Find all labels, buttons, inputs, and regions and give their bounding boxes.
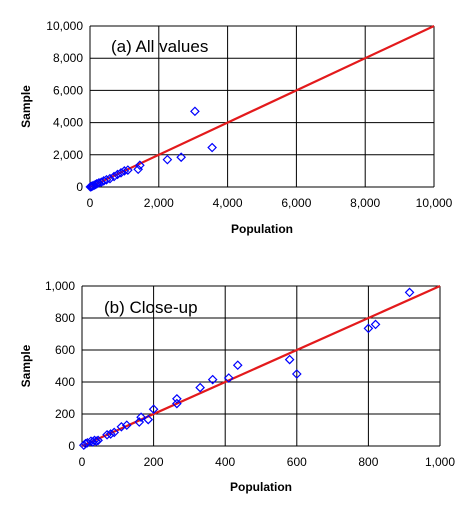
data-point (232, 360, 243, 371)
data-point (172, 393, 182, 404)
y-tick-label: 10,000 (46, 19, 83, 33)
data-point (136, 412, 146, 423)
x-tick-label: 6,000 (281, 196, 311, 210)
x-tick-label: 1,000 (425, 455, 455, 469)
data-point (89, 435, 100, 446)
data-point (284, 354, 295, 365)
x-axis-label-a: Population (231, 222, 293, 236)
data-point (207, 374, 218, 385)
data-point (94, 177, 104, 188)
chart-panel-all-values: (a) All values 0 2,000 4,000 6,000 8,000 10,0… (19, 19, 453, 236)
x-tick-label: 400 (215, 455, 235, 469)
y-tick-label: 1,000 (45, 279, 75, 293)
data-point (176, 152, 187, 163)
y-tick-label: 4,000 (53, 116, 83, 130)
x-tick-label: 800 (358, 455, 378, 469)
gridlines-a (89, 25, 435, 188)
diagonal-line-b (81, 284, 441, 448)
data-point (102, 429, 112, 440)
data-point (105, 429, 116, 439)
data-point (207, 142, 217, 153)
data-point (109, 427, 120, 438)
data-point (162, 154, 173, 165)
data-point (363, 323, 374, 334)
data-point (121, 420, 132, 431)
data-point (135, 160, 145, 171)
y-tick-label: 8,000 (53, 51, 83, 65)
y-tick-label: 6,000 (53, 83, 83, 97)
data-point (143, 414, 154, 425)
chart-panel-close-up: (b) Close-up 0 200 400 600 800 1,000 0 200 400 6… (19, 279, 455, 494)
data-point (93, 435, 103, 446)
x-tick-labels-b: 0 200 400 600 800 1,000 (79, 455, 456, 469)
y-tick-label: 800 (55, 311, 75, 325)
data-point (291, 369, 302, 379)
y-axis-label-a: Sample (19, 85, 33, 128)
data-point (116, 167, 126, 178)
x-tick-label: 8,000 (350, 196, 380, 210)
data-point (116, 421, 127, 432)
x-tick-label: 4,000 (213, 196, 243, 210)
x-tick-label: 2,000 (144, 196, 174, 210)
data-point (122, 165, 133, 175)
y-tick-label: 0 (68, 439, 75, 453)
data-point (223, 373, 234, 383)
data-point (148, 404, 159, 415)
y-tick-label: 600 (55, 343, 75, 357)
x-tick-label: 10,000 (416, 196, 453, 210)
y-tick-labels-b: 0 200 400 600 800 1,000 (45, 279, 75, 453)
data-point (101, 174, 112, 185)
data-point (105, 173, 115, 184)
y-tick-label: 2,000 (53, 148, 83, 162)
x-tick-label: 0 (79, 455, 86, 469)
y-tick-labels-a: 0 2,000 4,000 6,000 8,000 10,000 (46, 19, 83, 194)
y-axis-label-b: Sample (19, 344, 33, 387)
x-axis-label-b: Population (230, 480, 292, 494)
y-tick-label: 200 (55, 407, 75, 421)
data-point (190, 106, 200, 117)
diagonal-line-a (89, 25, 435, 188)
x-tick-label: 200 (144, 455, 164, 469)
x-tick-label: 600 (287, 455, 307, 469)
y-tick-label: 400 (55, 375, 75, 389)
panel-title-b: (b) Close-up (104, 298, 198, 317)
data-point (92, 178, 102, 189)
data-point (404, 287, 415, 298)
data-point (112, 169, 123, 180)
data-point (119, 166, 130, 176)
data-point (172, 398, 182, 409)
data-point (195, 382, 205, 393)
data-point (370, 319, 381, 330)
panel-title-a: (a) All values (111, 37, 208, 56)
y-tick-label: 0 (76, 180, 83, 194)
x-tick-label: 0 (87, 196, 94, 210)
data-point (91, 436, 102, 447)
data-points-a (85, 106, 217, 192)
x-tick-labels-a: 0 2,000 4,000 6,000 8,000 10,000 (87, 196, 453, 210)
data-points-b (78, 287, 415, 451)
data-point (109, 171, 119, 182)
